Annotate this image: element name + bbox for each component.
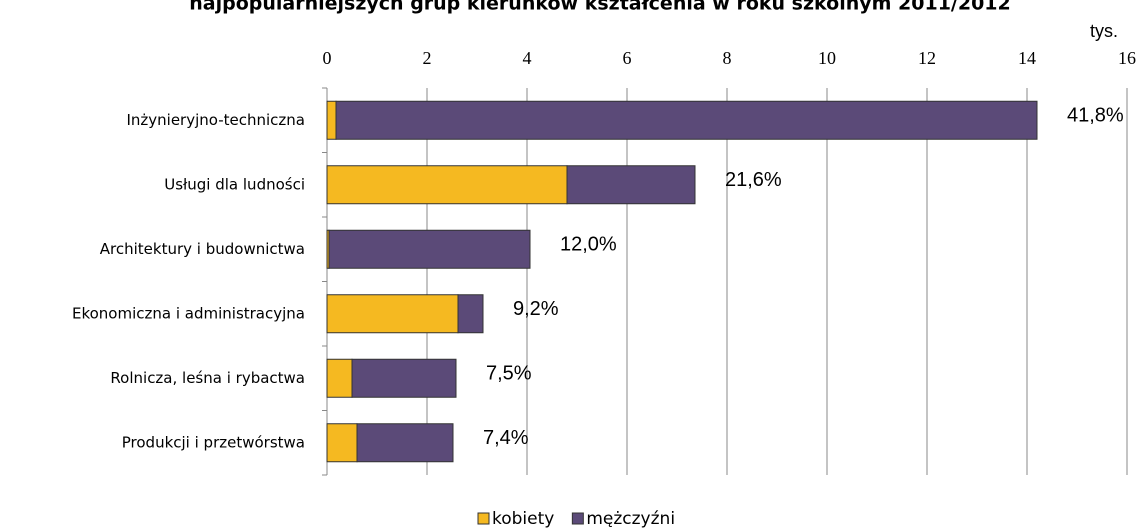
bar-segment	[326, 165, 568, 205]
unit-label: tys.	[1090, 21, 1118, 41]
bar-segment	[326, 358, 353, 398]
legend-label: mężczyźni	[586, 509, 675, 529]
x-tick-label: 8	[723, 48, 732, 68]
bar-segment	[457, 294, 484, 334]
category-label: Inżynieryjno-techniczna	[126, 111, 305, 129]
x-tick-label: 12	[918, 48, 936, 68]
bar-segment	[566, 165, 696, 205]
x-tick-label: 10	[818, 48, 836, 68]
share-label: 7,4%	[483, 427, 529, 449]
x-tick-label: 16	[1118, 48, 1136, 68]
share-label: 21,6%	[725, 169, 782, 191]
x-tick-label: 2	[423, 48, 432, 68]
legend-swatch	[571, 512, 584, 525]
bar-segment	[328, 229, 531, 269]
x-tick-label: 4	[523, 48, 532, 68]
legend-swatch	[477, 512, 490, 525]
share-label: 12,0%	[560, 234, 617, 256]
bar-segment	[351, 358, 457, 398]
category-label: Architektury i budownictwa	[100, 240, 305, 258]
x-tick-label: 14	[1018, 48, 1036, 68]
bar-segment	[326, 100, 337, 140]
category-label: Ekonomiczna i administracyjna	[72, 304, 305, 322]
share-label: 7,5%	[486, 363, 532, 385]
share-label: 41,8%	[1067, 105, 1124, 127]
category-label: Usługi dla ludności	[164, 175, 305, 193]
category-label: Rolnicza, leśna i rybactwa	[110, 369, 305, 387]
x-tick-label: 6	[623, 48, 632, 68]
legend-label: kobiety	[492, 509, 554, 529]
bar-segment	[356, 423, 454, 463]
bar-segment	[326, 294, 459, 334]
category-label: Produkcji i przetwórstwa	[122, 433, 305, 451]
chart-title: najpopularniejszych grup kierunków kszta…	[189, 0, 1011, 15]
share-label: 9,2%	[513, 298, 559, 320]
x-tick-label: 0	[323, 48, 332, 68]
bar-segment	[326, 423, 358, 463]
bar-segment	[335, 100, 1038, 140]
